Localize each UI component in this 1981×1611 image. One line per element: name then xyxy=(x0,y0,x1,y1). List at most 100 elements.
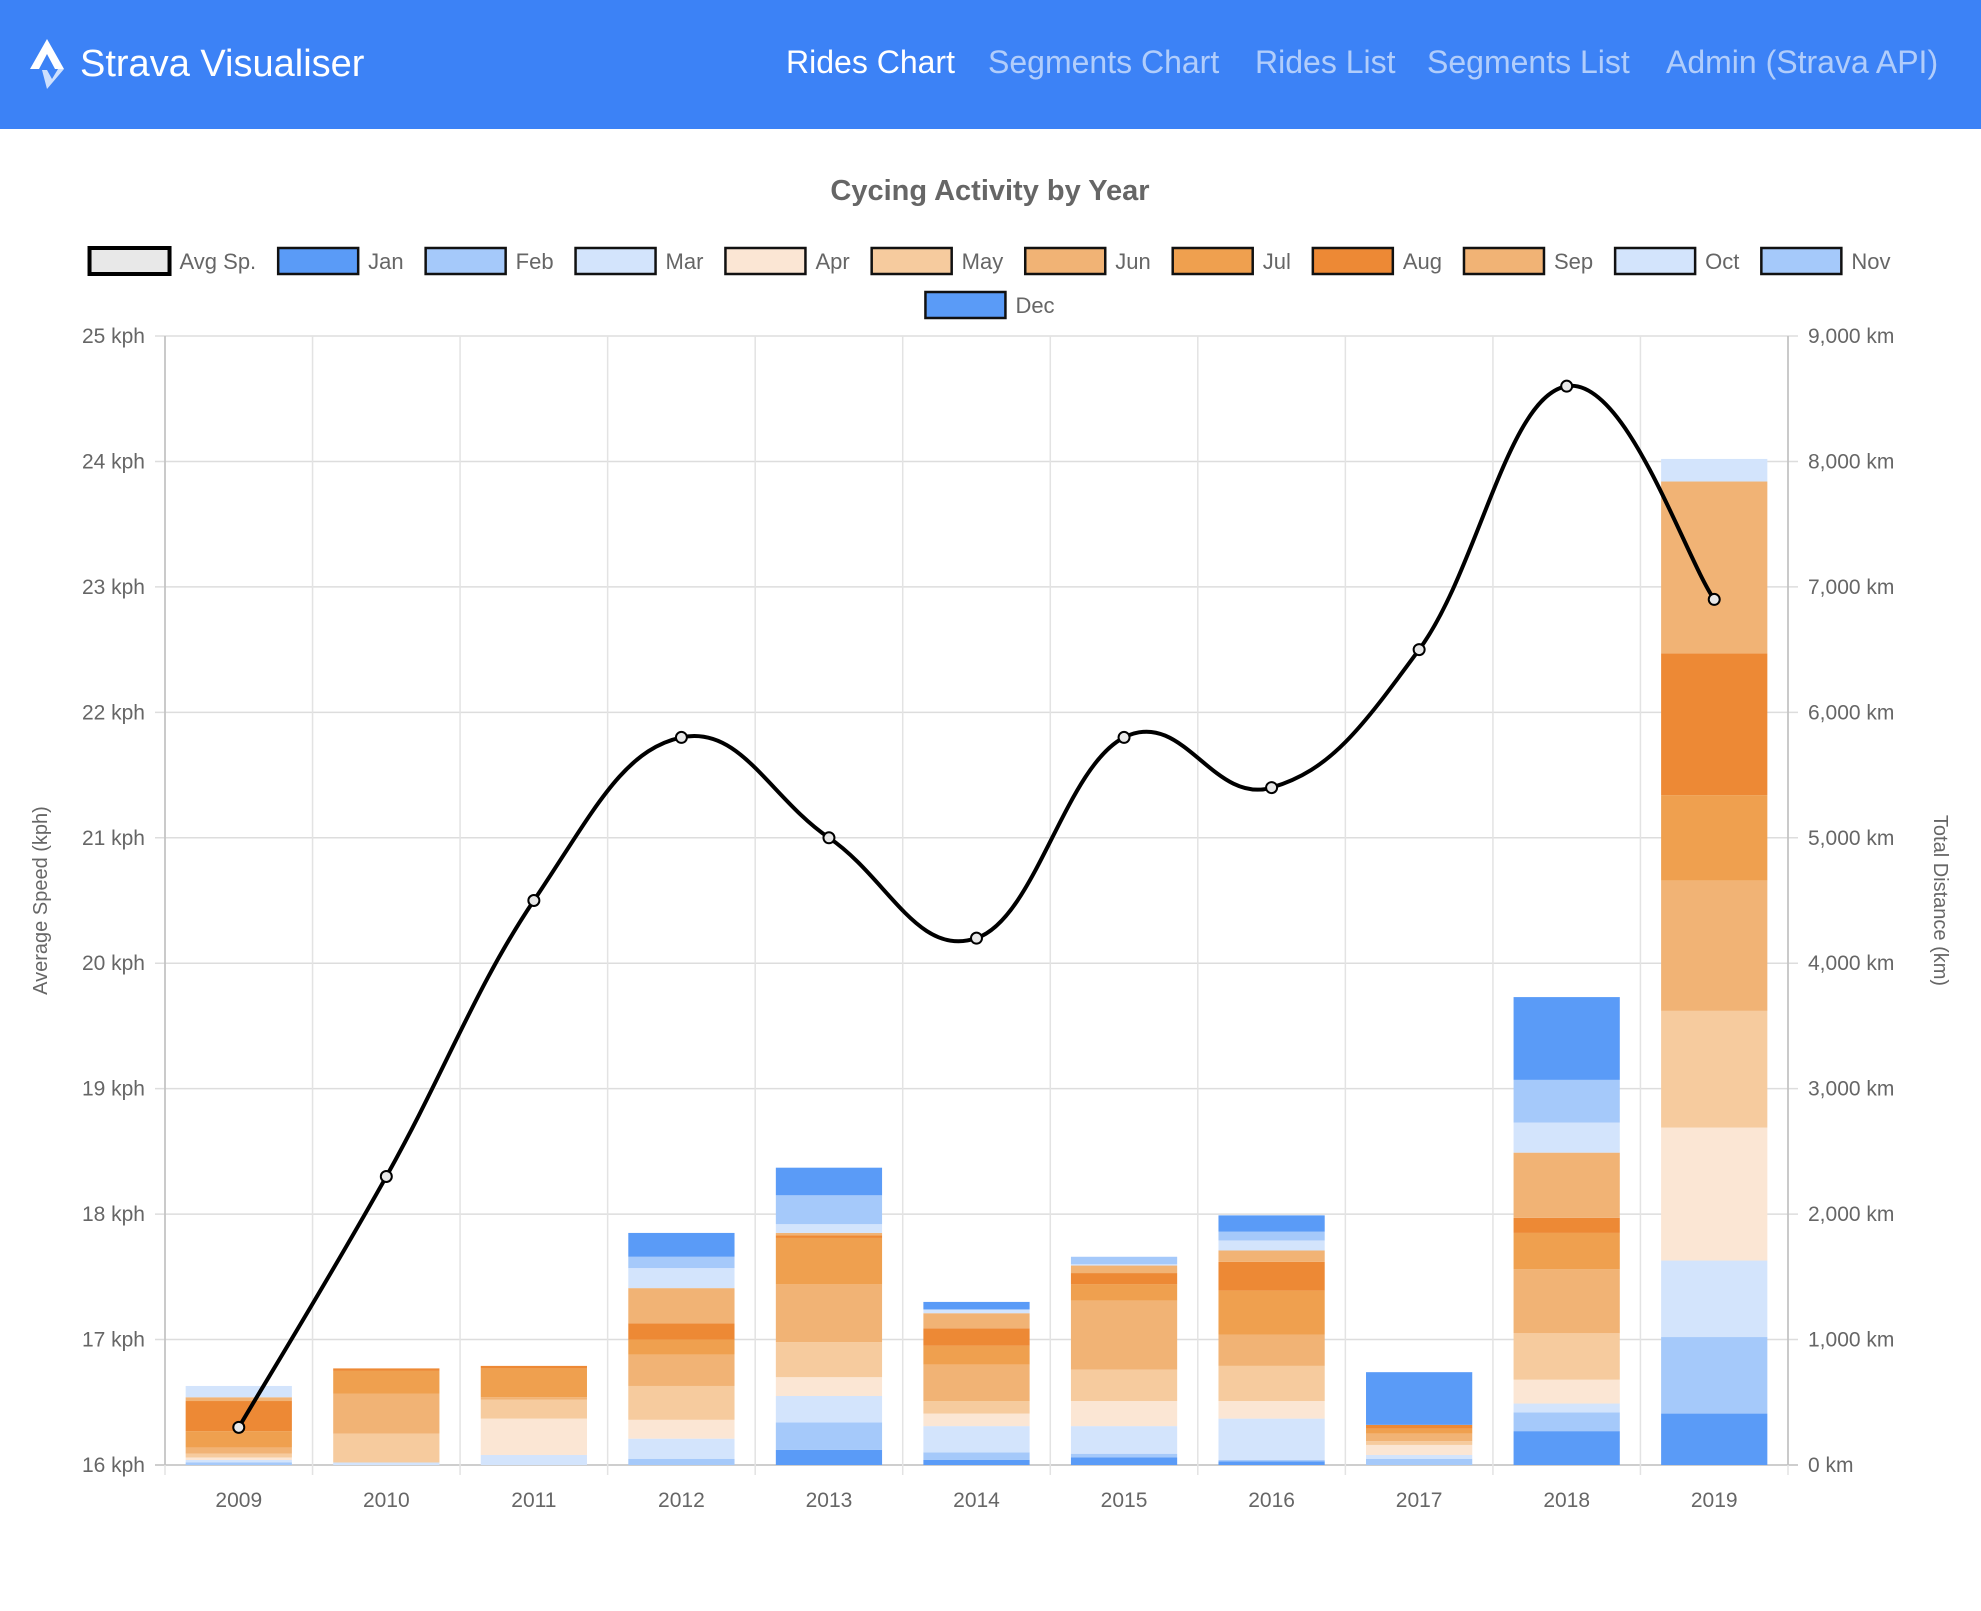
avg-speed-point[interactable] xyxy=(1412,643,1426,657)
brand[interactable]: Strava Visualiser xyxy=(30,34,364,94)
bar-segment-jul[interactable] xyxy=(628,1339,735,1355)
bar-segment-dec[interactable] xyxy=(1218,1215,1325,1232)
nav-admin-strava-api[interactable]: Admin (Strava API) xyxy=(1666,44,1939,80)
bar-segment-oct[interactable] xyxy=(1661,458,1768,482)
avg-speed-point[interactable] xyxy=(822,831,836,845)
bar-segment-feb[interactable] xyxy=(628,1458,735,1465)
bar-segment-apr[interactable] xyxy=(775,1377,883,1397)
bar-segment-mar[interactable] xyxy=(775,1396,883,1423)
bar-segment-jun[interactable] xyxy=(333,1393,440,1434)
bar-segment-jun[interactable] xyxy=(480,1397,587,1400)
bar-segment-aug[interactable] xyxy=(1218,1261,1325,1291)
nav-rides-chart[interactable]: Rides Chart xyxy=(786,44,955,80)
bar-segment-mar[interactable] xyxy=(1218,1418,1325,1460)
legend-item-oct[interactable]: Oct xyxy=(1613,246,1739,276)
bar-segment-jan[interactable] xyxy=(1070,1457,1178,1465)
bar-segment-jun[interactable] xyxy=(1218,1334,1325,1366)
avg-speed-point[interactable] xyxy=(1265,781,1279,795)
avg-speed-point[interactable] xyxy=(1560,379,1574,393)
bar-segment-aug[interactable] xyxy=(628,1323,735,1340)
bar-segment-feb[interactable] xyxy=(1366,1458,1473,1465)
bar-segment-oct[interactable] xyxy=(1513,1122,1620,1153)
bar-segment-sep[interactable] xyxy=(628,1288,735,1324)
legend-item-jul[interactable]: Jul xyxy=(1171,246,1291,276)
bar-segment-jul[interactable] xyxy=(1661,795,1768,881)
bar-segment-oct[interactable] xyxy=(775,1224,883,1233)
bar-segment-jun[interactable] xyxy=(923,1364,1030,1402)
bar-segment-jul[interactable] xyxy=(185,1431,292,1448)
bar-segment-apr[interactable] xyxy=(480,1418,587,1455)
avg-speed-point[interactable] xyxy=(527,894,541,907)
legend-item-aug[interactable]: Aug xyxy=(1311,246,1442,276)
bar-segment-feb[interactable] xyxy=(923,1452,1030,1460)
bar-segment-may[interactable] xyxy=(1070,1369,1178,1402)
bar-segment-feb[interactable] xyxy=(1513,1412,1620,1432)
bar-segment-nov[interactable] xyxy=(1070,1256,1178,1265)
bar-segment-sep[interactable] xyxy=(1513,1152,1620,1218)
bar-segment-jan[interactable] xyxy=(1661,1413,1768,1465)
bar-segment-may[interactable] xyxy=(1513,1333,1620,1380)
bar-segment-nov[interactable] xyxy=(1513,1079,1620,1123)
legend-item-avg-sp[interactable]: Avg Sp. xyxy=(87,246,257,276)
bar-segment-aug[interactable] xyxy=(1366,1424,1473,1429)
bar-segment-dec[interactable] xyxy=(775,1167,883,1196)
bar-segment-nov[interactable] xyxy=(1218,1231,1325,1241)
bar-segment-mar[interactable] xyxy=(1513,1403,1620,1413)
bar-segment-may[interactable] xyxy=(480,1399,587,1419)
bar-segment-feb[interactable] xyxy=(1661,1337,1768,1414)
nav-segments-list[interactable]: Segments List xyxy=(1427,44,1630,80)
bar-segment-apr[interactable] xyxy=(1513,1379,1620,1404)
bar-segment-mar[interactable] xyxy=(923,1426,1030,1453)
bar-segment-jul[interactable] xyxy=(480,1368,587,1398)
bar-segment-oct[interactable] xyxy=(185,1385,292,1398)
bar-segment-feb[interactable] xyxy=(775,1422,883,1450)
bar-segment-aug[interactable] xyxy=(1661,653,1768,796)
legend-item-sep[interactable]: Sep xyxy=(1462,246,1593,276)
bar-segment-mar[interactable] xyxy=(480,1454,587,1465)
bar-segment-jun[interactable] xyxy=(1070,1300,1178,1370)
bar-segment-aug[interactable] xyxy=(480,1365,587,1369)
avg-speed-point[interactable] xyxy=(674,730,688,744)
bar-segment-may[interactable] xyxy=(1661,1010,1768,1128)
bar-segment-sep[interactable] xyxy=(1661,481,1768,654)
bar-segment-nov[interactable] xyxy=(775,1195,883,1225)
bar-segment-jul[interactable] xyxy=(1366,1428,1473,1434)
bar-segment-apr[interactable] xyxy=(923,1413,1030,1427)
bar-segment-sep[interactable] xyxy=(775,1232,883,1236)
bar-segment-aug[interactable] xyxy=(1513,1217,1620,1233)
bar-segment-jan[interactable] xyxy=(1513,1431,1620,1465)
bar-segment-apr[interactable] xyxy=(1366,1444,1473,1455)
bar-segment-jul[interactable] xyxy=(333,1370,440,1394)
legend-item-jun[interactable]: Jun xyxy=(1023,246,1151,276)
avg-speed-point[interactable] xyxy=(232,1420,246,1434)
bar-segment-dec[interactable] xyxy=(1366,1372,1473,1425)
bar-segment-jun[interactable] xyxy=(1513,1269,1620,1334)
bar-segment-dec[interactable] xyxy=(923,1301,1030,1310)
bar-segment-may[interactable] xyxy=(185,1453,292,1458)
bar-segment-jun[interactable] xyxy=(628,1354,735,1386)
bar-segment-jul[interactable] xyxy=(775,1237,883,1285)
bar-segment-aug[interactable] xyxy=(1070,1273,1178,1285)
bar-segment-oct[interactable] xyxy=(628,1268,735,1289)
bar-segment-jun[interactable] xyxy=(1366,1433,1473,1442)
bar-segment-may[interactable] xyxy=(775,1342,883,1378)
bar-segment-apr[interactable] xyxy=(185,1457,292,1460)
bar-segment-jan[interactable] xyxy=(775,1449,883,1465)
bar-segment-may[interactable] xyxy=(333,1433,440,1463)
bar-segment-sep[interactable] xyxy=(923,1313,1030,1329)
legend-item-dec[interactable]: Dec xyxy=(924,290,1055,320)
legend-item-feb[interactable]: Feb xyxy=(424,246,554,276)
bar-segment-jun[interactable] xyxy=(1661,880,1768,1011)
bar-segment-sep[interactable] xyxy=(1218,1250,1325,1262)
bar-segment-aug[interactable] xyxy=(775,1235,883,1238)
bar-segment-sep[interactable] xyxy=(185,1397,292,1402)
bar-segment-jul[interactable] xyxy=(1218,1290,1325,1335)
avg-speed-point[interactable] xyxy=(1707,592,1721,606)
bar-segment-nov[interactable] xyxy=(628,1256,735,1269)
bar-segment-oct[interactable] xyxy=(923,1309,1030,1314)
bar-segment-apr[interactable] xyxy=(1218,1401,1325,1419)
bar-segment-dec[interactable] xyxy=(628,1232,735,1257)
bar-segment-jul[interactable] xyxy=(1070,1284,1178,1301)
bar-segment-may[interactable] xyxy=(923,1401,1030,1414)
nav-segments-chart[interactable]: Segments Chart xyxy=(988,44,1220,80)
